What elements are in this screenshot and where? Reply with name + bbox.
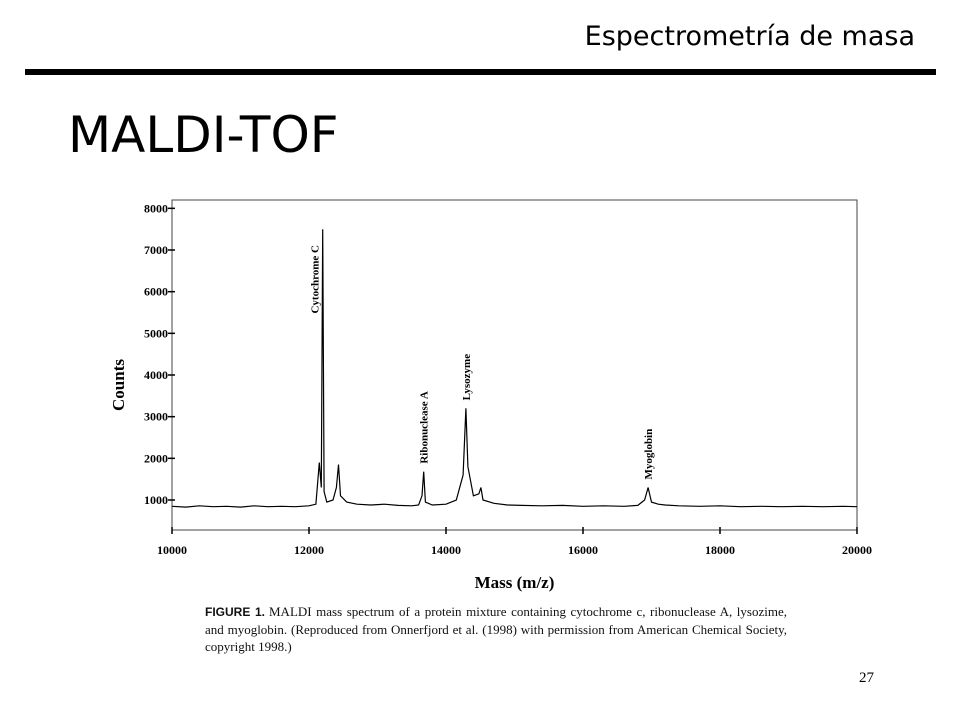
y-tick-label: 4000 (144, 368, 168, 382)
y-tick-label: 8000 (144, 201, 168, 215)
y-tick-label: 1000 (144, 493, 168, 507)
y-tick-label: 3000 (144, 410, 168, 424)
x-tick-label: 20000 (842, 543, 872, 557)
x-tick-label: 18000 (705, 543, 735, 557)
x-tick-label: 10000 (157, 543, 187, 557)
x-tick-label: 14000 (431, 543, 461, 557)
section-header: Espectrometría de masa (585, 21, 915, 52)
x-tick-label: 16000 (568, 543, 598, 557)
slide-title: MALDI-TOF (68, 106, 339, 164)
spectrum-line (171, 229, 858, 508)
chart: 1000 2000 3000 4000 5000 6000 7000 8000 10000 120… (109, 199, 872, 592)
y-tick-label: 5000 (144, 326, 168, 340)
y-tick-label: 6000 (144, 285, 168, 299)
y-tick-label: 7000 (144, 243, 168, 257)
page-number: 27 (859, 670, 875, 686)
caption-label: FIGURE 1. (205, 605, 265, 619)
y-axis-label: Counts (109, 359, 128, 411)
caption-text: MALDI mass spectrum of a protein mixture… (205, 604, 787, 654)
header-rule (25, 69, 936, 75)
peak-label: Cytochrome C (310, 245, 322, 314)
plot-frame (171, 199, 858, 531)
y-tick-label: 2000 (144, 451, 168, 465)
x-axis-label: Mass (m/z) (475, 573, 555, 592)
peak-label: Ribonuclease A (419, 391, 431, 463)
peak-label: Lysozyme (461, 354, 473, 401)
figure-caption: FIGURE 1. MALDI mass spectrum of a protei… (205, 603, 787, 655)
x-tick-label: 12000 (294, 543, 324, 557)
peak-label: Myoglobin (643, 429, 655, 480)
